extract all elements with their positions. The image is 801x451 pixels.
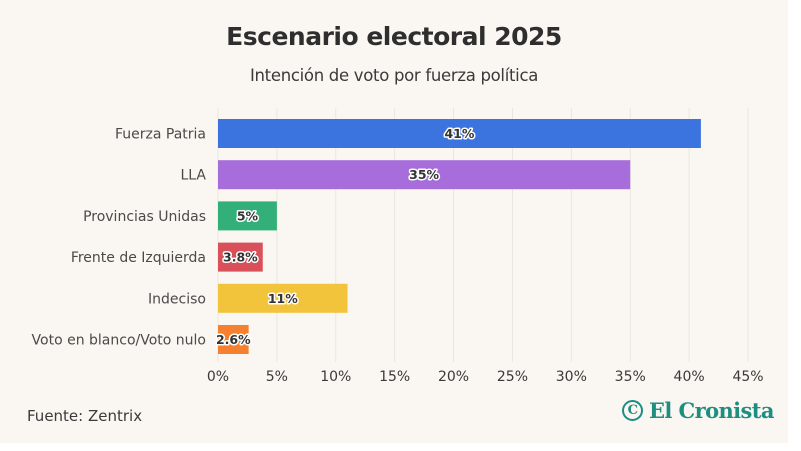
value-label: 2.6%	[216, 332, 251, 347]
x-tick-label: 10%	[320, 369, 351, 385]
bar-chart: Fuerza Patria LLA Provincias Unidas Frente …	[32, 108, 764, 385]
category-label: Voto en blanco/Voto nulo	[32, 333, 206, 349]
value-label: 3.8%	[223, 250, 258, 265]
x-tick-label: 0%	[207, 369, 229, 385]
x-tick-label: 20%	[438, 369, 469, 385]
bar	[218, 242, 263, 272]
bar	[218, 119, 701, 148]
gridlines	[217, 108, 749, 362]
bar	[218, 201, 277, 231]
chart-subtitle: Intención de voto por fuerza política	[249, 66, 539, 85]
source-note: Fuente: Zentrix	[27, 407, 143, 425]
publisher-logo: C El Cronista	[622, 398, 774, 423]
x-tick-label: 45%	[732, 369, 763, 385]
value-label: 41%	[444, 126, 474, 141]
bar	[218, 160, 631, 190]
bar	[218, 283, 348, 313]
x-tick-label: 35%	[615, 369, 646, 385]
bar	[218, 325, 249, 354]
chart-title: Escenario electoral 2025	[226, 22, 562, 51]
x-tick-label: 40%	[674, 369, 705, 385]
x-tick-label: 15%	[379, 369, 410, 385]
category-labels: Fuerza Patria LLA Provincias Unidas Frente …	[32, 127, 207, 349]
x-axis-ticks: 0% 5% 10% 15% 20% 25% 30% 35% 40% 45%	[207, 369, 764, 385]
value-labels: 41% 35% 5% 3.8% 11% 2.6%	[214, 125, 476, 349]
x-tick-label: 30%	[556, 369, 587, 385]
value-label: 35%	[409, 167, 439, 182]
value-label: 11%	[268, 291, 298, 306]
bars	[218, 119, 701, 354]
logo-text: El Cronista	[649, 398, 774, 423]
x-tick-label: 5%	[266, 369, 288, 385]
category-label: Fuerza Patria	[115, 127, 206, 143]
value-label: 5%	[237, 208, 259, 223]
category-label: Frente de Izquierda	[71, 250, 206, 266]
category-label: LLA	[181, 168, 207, 184]
category-label: Indeciso	[148, 291, 206, 307]
chart-card: Escenario electoral 2025 Intención de vo…	[0, 0, 788, 443]
x-tick-label: 25%	[497, 369, 528, 385]
copyright-c-icon: C	[622, 400, 643, 421]
category-label: Provincias Unidas	[83, 209, 206, 225]
